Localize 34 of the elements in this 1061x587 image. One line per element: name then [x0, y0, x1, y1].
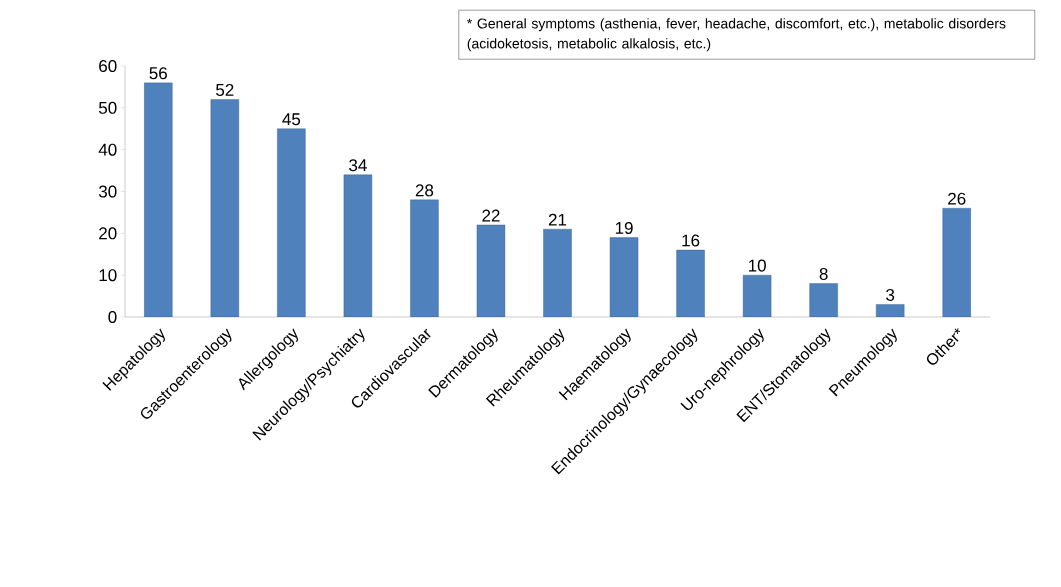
- data-label: 10: [748, 259, 766, 272]
- bar: [742, 274, 772, 317]
- text: * General symptoms (asthenia, fever, headache, discomfort, etc.), metabolic disorders (acidoketosis, metabolic alkalosis, etc.): [467, 18, 1006, 52]
- data-label: 28: [415, 184, 434, 197]
- y-tick-label: 0: [108, 310, 117, 324]
- bar: [942, 208, 971, 317]
- data-label: 21: [548, 213, 567, 226]
- bar: [543, 228, 572, 317]
- y-tick-label: 30: [98, 185, 117, 198]
- bar: [609, 237, 639, 317]
- bar: [144, 82, 173, 317]
- data-label: 3: [886, 288, 895, 301]
- data-label: 16: [682, 234, 700, 247]
- y-tick-label: 40: [98, 143, 117, 156]
- data-label: 8: [819, 267, 828, 281]
- y-tick-label: 10: [99, 269, 117, 282]
- data-label: 52: [216, 83, 234, 96]
- data-label: 22: [482, 209, 500, 222]
- y-tick-label: 50: [98, 101, 117, 114]
- bar: [343, 174, 373, 317]
- bar: [809, 283, 838, 317]
- bar: [210, 99, 240, 317]
- data-label: 19: [615, 221, 633, 234]
- y-tick-label: 20: [99, 227, 117, 240]
- data-label: 26: [948, 192, 966, 205]
- data-label: 34: [349, 159, 367, 172]
- bar: [410, 199, 439, 317]
- data-label: 56: [149, 67, 167, 80]
- data-label: 45: [282, 113, 301, 126]
- bar: [277, 128, 306, 317]
- bar: [676, 249, 705, 317]
- y-tick-label: 60: [99, 59, 117, 73]
- bar: [476, 224, 506, 317]
- bar: [876, 304, 905, 317]
